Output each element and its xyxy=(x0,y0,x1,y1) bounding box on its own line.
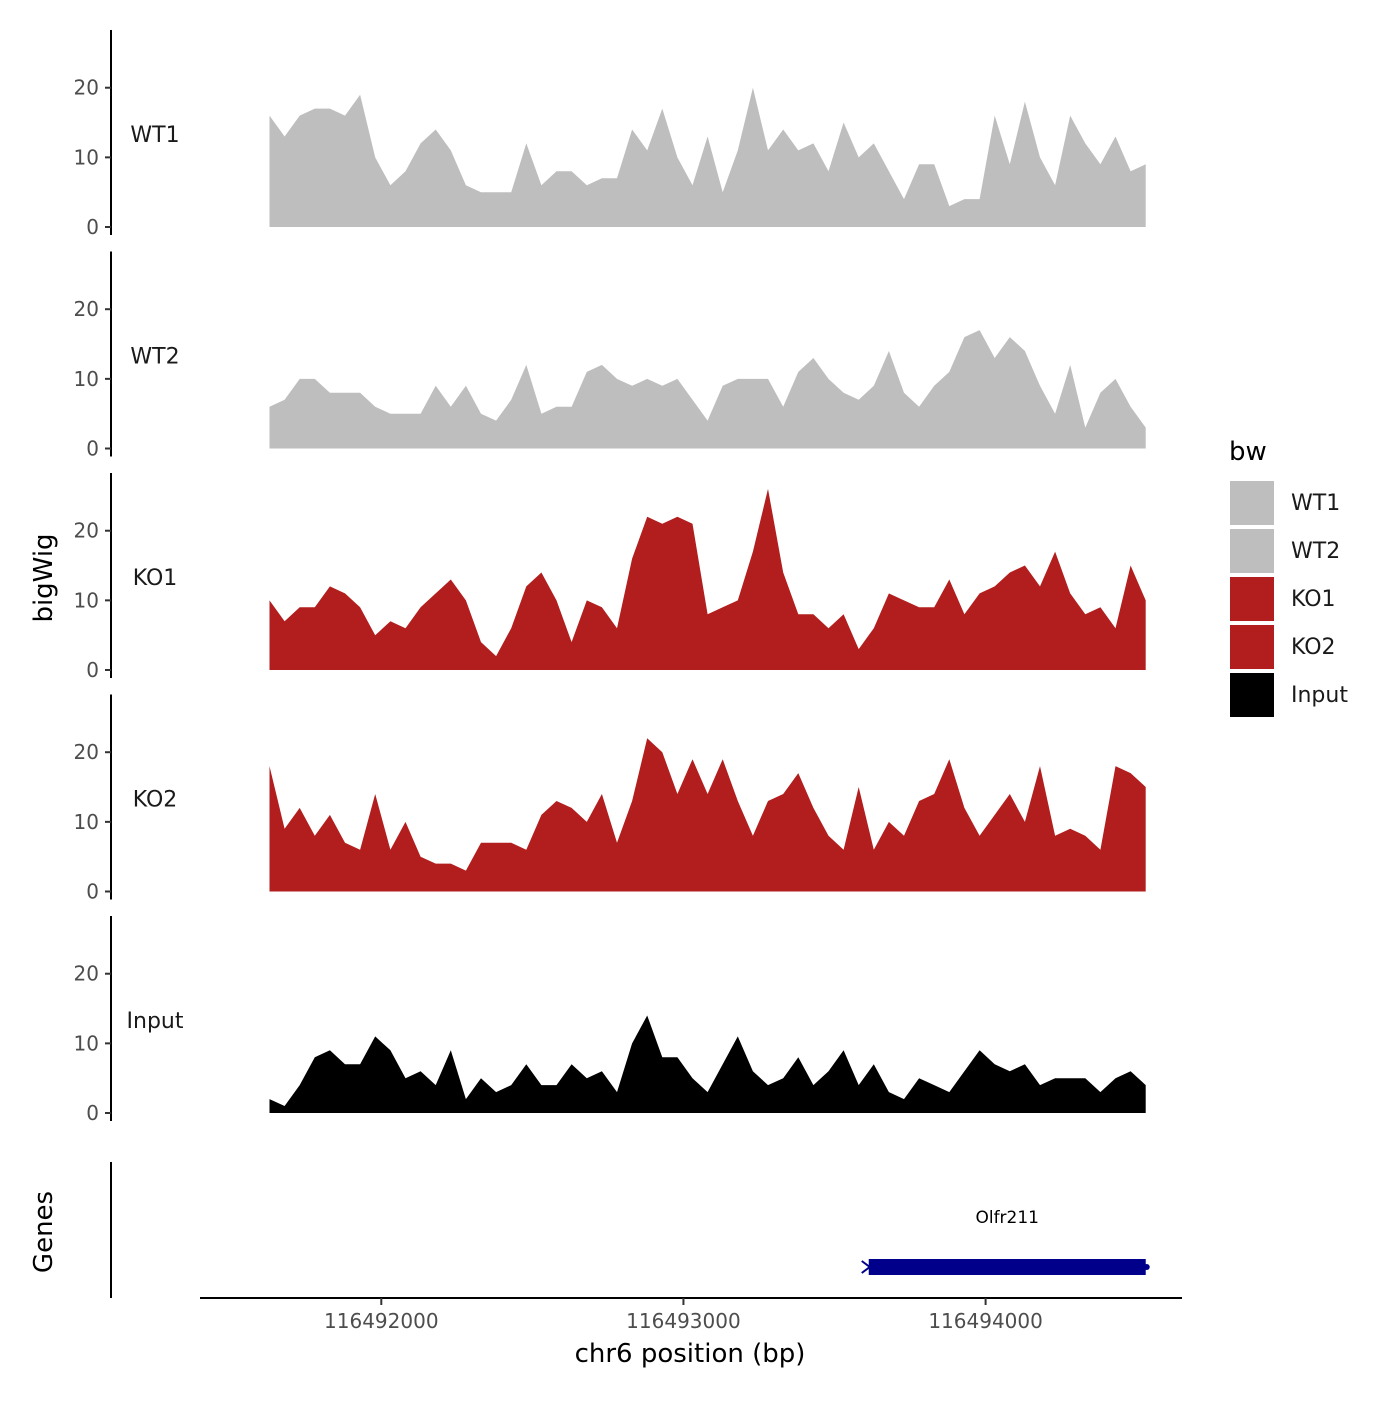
x-tick-label: 116494000 xyxy=(928,1309,1043,1333)
y-tick-label: 20 xyxy=(74,740,99,764)
legend-label: KO2 xyxy=(1291,635,1336,660)
gene-olfr211: Olfr211 xyxy=(861,1208,1150,1275)
coverage-area-wt2 xyxy=(269,330,1146,449)
coverage-area-ko2 xyxy=(269,738,1146,892)
coverage-area-ko1 xyxy=(269,488,1146,670)
legend-swatch xyxy=(1228,527,1276,575)
legend-swatch xyxy=(1228,479,1276,527)
y-tick-label: 10 xyxy=(74,810,99,834)
legend-swatch xyxy=(1228,575,1276,623)
legend-item-ko2: KO2 xyxy=(1228,623,1336,671)
legend-title: bw xyxy=(1229,437,1267,467)
legend: bw WT1 WT2 KO1 KO2 Input xyxy=(1228,437,1348,719)
legend-label: KO1 xyxy=(1291,587,1336,612)
x-ticks: 116492000 116493000 116494000 xyxy=(324,1298,1043,1333)
legend-item-wt2: WT2 xyxy=(1228,527,1340,575)
legend-item-input: Input xyxy=(1228,671,1348,719)
legend-item-wt1: WT1 xyxy=(1228,479,1340,527)
genes-axis-title: Genes xyxy=(29,1191,59,1273)
track-label-wt1: WT1 xyxy=(130,123,179,148)
gene-end-cap xyxy=(1143,1264,1150,1270)
y-tick-label: 10 xyxy=(74,145,99,169)
gene-body xyxy=(868,1259,1146,1275)
legend-swatch xyxy=(1228,623,1276,671)
coverage-area-wt1 xyxy=(269,87,1146,227)
track-label-ko1: KO1 xyxy=(133,566,178,591)
legend-label: WT1 xyxy=(1291,491,1340,516)
y-tick-label: 0 xyxy=(86,1101,99,1125)
y-tick-label: 0 xyxy=(86,437,99,461)
y-tick-label: 20 xyxy=(74,519,99,543)
legend-label: WT2 xyxy=(1291,539,1340,564)
legend-swatch xyxy=(1228,671,1276,719)
gene-strand-arrow xyxy=(861,1260,872,1274)
y-tick-label: 10 xyxy=(74,588,99,612)
track-ko1: 0 10 20 KO1 xyxy=(74,473,1146,682)
track-label-wt2: WT2 xyxy=(130,345,179,370)
tracks-group: 0 10 20 WT1 0 10 20 WT2 0 10 20 KO1 0 10 20 KO2 0 10 20 Inp… xyxy=(74,30,1146,1125)
y-tick-label: 0 xyxy=(86,880,99,904)
track-input: 0 10 20 Input xyxy=(74,916,1146,1125)
coverage-area-input xyxy=(269,1015,1146,1113)
legend-item-ko1: KO1 xyxy=(1228,575,1336,623)
x-tick-label: 116492000 xyxy=(324,1309,439,1333)
track-wt2: 0 10 20 WT2 xyxy=(74,251,1146,461)
x-axis-title: chr6 position (bp) xyxy=(575,1339,806,1369)
y-tick-label: 20 xyxy=(74,297,99,321)
y-tick-label: 20 xyxy=(74,76,99,100)
legend-items: WT1 WT2 KO1 KO2 Input xyxy=(1228,479,1348,719)
legend-label: Input xyxy=(1291,683,1348,708)
gene-label: Olfr211 xyxy=(975,1208,1039,1228)
x-axis: 116492000 116493000 116494000 chr6 positio… xyxy=(200,1297,1182,1369)
y-tick-label: 10 xyxy=(74,367,99,391)
gene-glyphs: Olfr211 xyxy=(861,1208,1150,1275)
y-tick-label: 0 xyxy=(86,215,99,239)
track-label-input: Input xyxy=(127,1009,184,1034)
genes-panel: Genes Olfr211 xyxy=(29,1162,1150,1298)
y-tick-label: 0 xyxy=(86,658,99,682)
y-tick-label: 10 xyxy=(74,1031,99,1055)
track-label-ko2: KO2 xyxy=(133,788,178,813)
y-tick-label: 20 xyxy=(74,962,99,986)
track-ko2: 0 10 20 KO2 xyxy=(74,694,1146,904)
y-axis-title: bigWig xyxy=(29,533,59,622)
track-wt1: 0 10 20 WT1 xyxy=(74,30,1146,239)
x-tick-label: 116493000 xyxy=(626,1309,741,1333)
